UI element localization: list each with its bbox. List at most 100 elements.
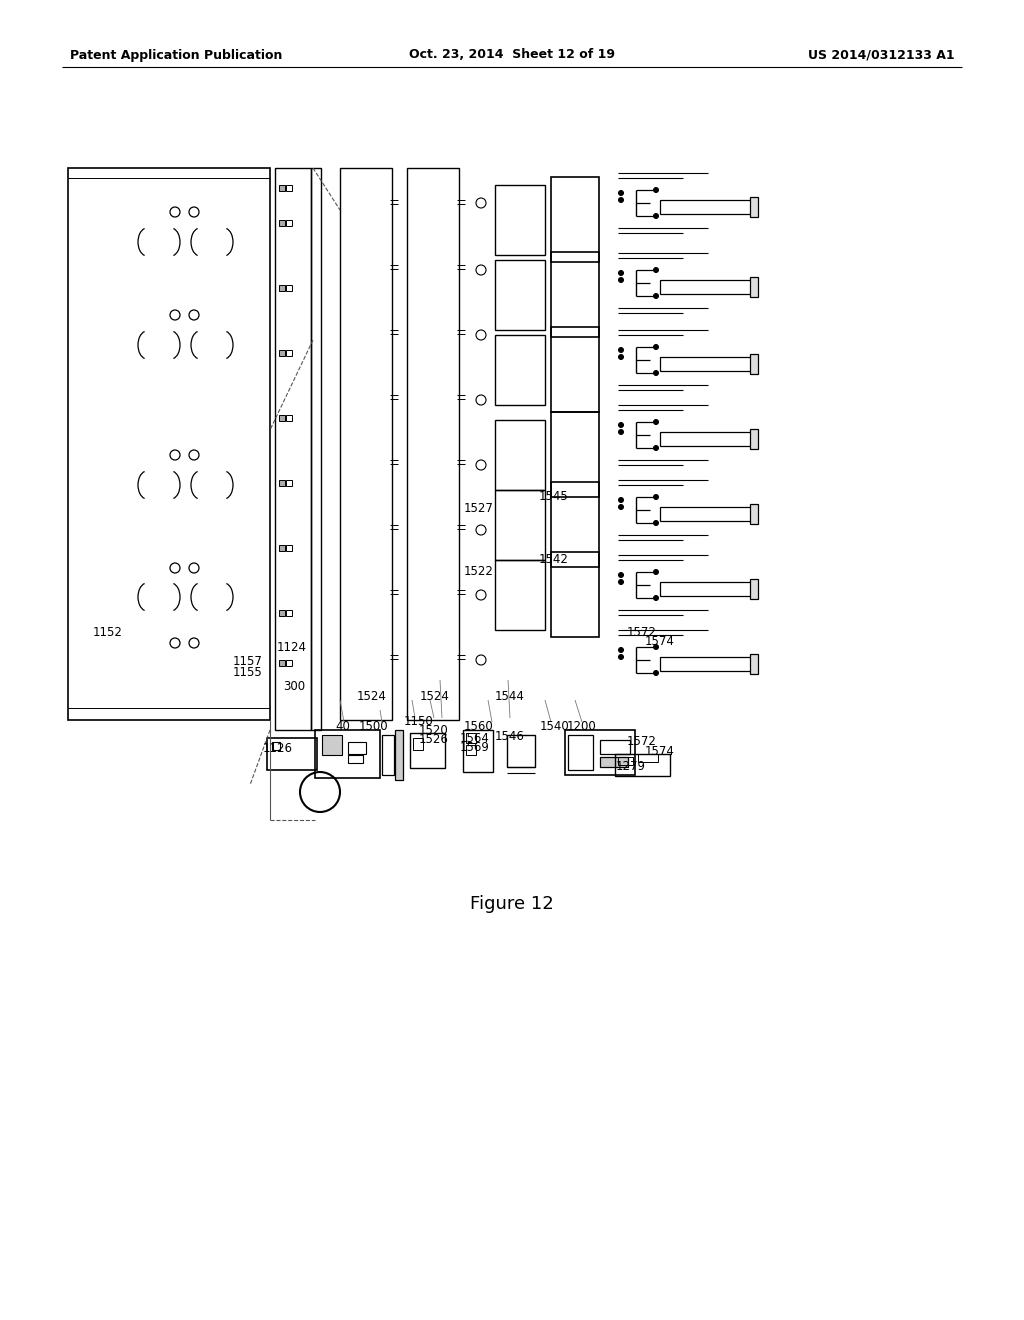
Circle shape [618,198,624,202]
Bar [551,552,599,638]
Bar [322,735,342,755]
Bar [551,177,599,261]
Bar [279,220,285,226]
Bar [279,610,285,616]
Bar [279,350,285,356]
Text: 1540: 1540 [540,719,569,733]
Circle shape [618,573,624,578]
Bar [463,730,493,772]
Bar [660,201,755,214]
Bar [279,414,285,421]
Bar [413,738,423,750]
Bar [495,335,545,405]
Bar [495,420,545,490]
Bar [638,754,658,762]
Circle shape [653,495,658,499]
Bar [395,730,403,780]
Bar [311,168,321,730]
Bar [466,733,476,743]
Circle shape [653,345,658,350]
Text: US 2014/0312133 A1: US 2014/0312133 A1 [808,49,955,62]
Text: 1572: 1572 [627,626,656,639]
Bar [750,277,758,297]
Circle shape [618,648,624,652]
Circle shape [653,595,658,601]
Bar [315,730,380,777]
Bar [750,354,758,374]
Bar [551,412,599,498]
Text: Figure 12: Figure 12 [470,895,554,913]
Bar [618,756,633,766]
Text: 1569: 1569 [460,741,489,754]
Bar [568,735,593,770]
Bar [348,755,362,763]
Circle shape [618,277,624,282]
Bar [275,168,311,730]
Text: 40: 40 [335,719,350,733]
Bar [495,490,545,560]
Bar [565,730,635,775]
Text: Patent Application Publication: Patent Application Publication [70,49,283,62]
Bar [551,252,599,337]
Text: 1524: 1524 [357,690,387,704]
Text: 1500: 1500 [359,719,389,733]
Bar [615,754,670,776]
Circle shape [653,644,658,649]
Bar [286,480,292,486]
Circle shape [618,190,624,195]
Bar [286,610,292,616]
Bar [600,741,630,754]
Text: 1155: 1155 [233,667,263,678]
Bar [279,285,285,290]
Bar [750,429,758,449]
Bar [286,285,292,290]
Circle shape [618,504,624,510]
Circle shape [653,187,658,193]
Bar [286,545,292,550]
Bar [410,733,445,768]
Bar [272,742,280,750]
Bar [750,653,758,675]
Text: 1545: 1545 [539,490,568,503]
Bar [279,660,285,667]
Text: 1152: 1152 [93,626,123,639]
Bar [286,220,292,226]
Circle shape [653,446,658,450]
Text: 1544: 1544 [495,690,525,704]
Text: 300: 300 [283,680,305,693]
Bar [750,504,758,524]
Text: 1560: 1560 [464,719,494,733]
Circle shape [618,655,624,660]
Circle shape [618,429,624,434]
Bar [660,507,755,521]
Circle shape [653,214,658,219]
Text: 1524: 1524 [420,690,450,704]
Text: 1546: 1546 [495,730,525,743]
Bar [750,197,758,216]
Bar [495,560,545,630]
Text: 1157: 1157 [233,655,263,668]
Bar [495,185,545,255]
Circle shape [653,293,658,298]
Bar [551,482,599,568]
Circle shape [618,422,624,428]
Text: 1574: 1574 [645,744,675,758]
Bar [340,168,392,719]
Bar [286,414,292,421]
Circle shape [618,347,624,352]
Bar [551,327,599,412]
Circle shape [618,355,624,359]
Text: 1564: 1564 [460,733,489,744]
Bar [267,738,317,770]
Circle shape [653,520,658,525]
Text: 1527: 1527 [464,502,494,515]
Bar [750,579,758,599]
Bar [279,185,285,191]
Text: 1574: 1574 [645,635,675,648]
Bar [279,545,285,550]
Bar [495,260,545,330]
Circle shape [618,271,624,276]
Text: 1279: 1279 [616,760,646,774]
Text: 1520: 1520 [419,723,449,737]
Text: 1126: 1126 [263,742,293,755]
